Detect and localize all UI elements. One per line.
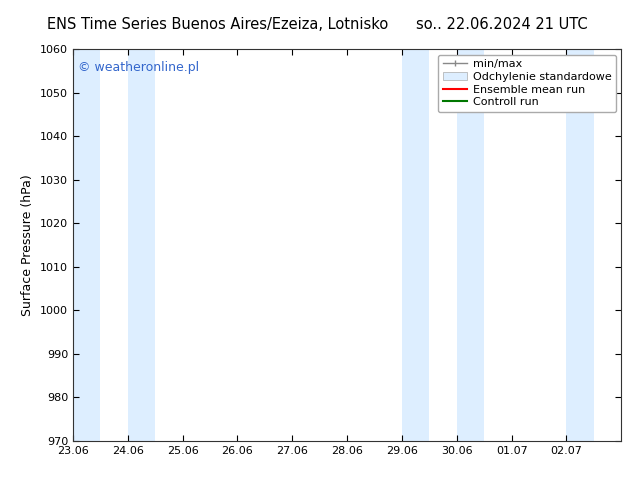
- Bar: [128, 49, 155, 441]
- Bar: [567, 49, 594, 441]
- Bar: [456, 49, 484, 441]
- Bar: [402, 49, 429, 441]
- Text: © weatheronline.pl: © weatheronline.pl: [79, 61, 200, 74]
- Y-axis label: Surface Pressure (hPa): Surface Pressure (hPa): [22, 174, 34, 316]
- Bar: [73, 49, 100, 441]
- Legend: min/max, Odchylenie standardowe, Ensemble mean run, Controll run: min/max, Odchylenie standardowe, Ensembl…: [438, 54, 616, 112]
- Text: ENS Time Series Buenos Aires/Ezeiza, Lotnisko      so.. 22.06.2024 21 UTC: ENS Time Series Buenos Aires/Ezeiza, Lot…: [47, 17, 587, 32]
